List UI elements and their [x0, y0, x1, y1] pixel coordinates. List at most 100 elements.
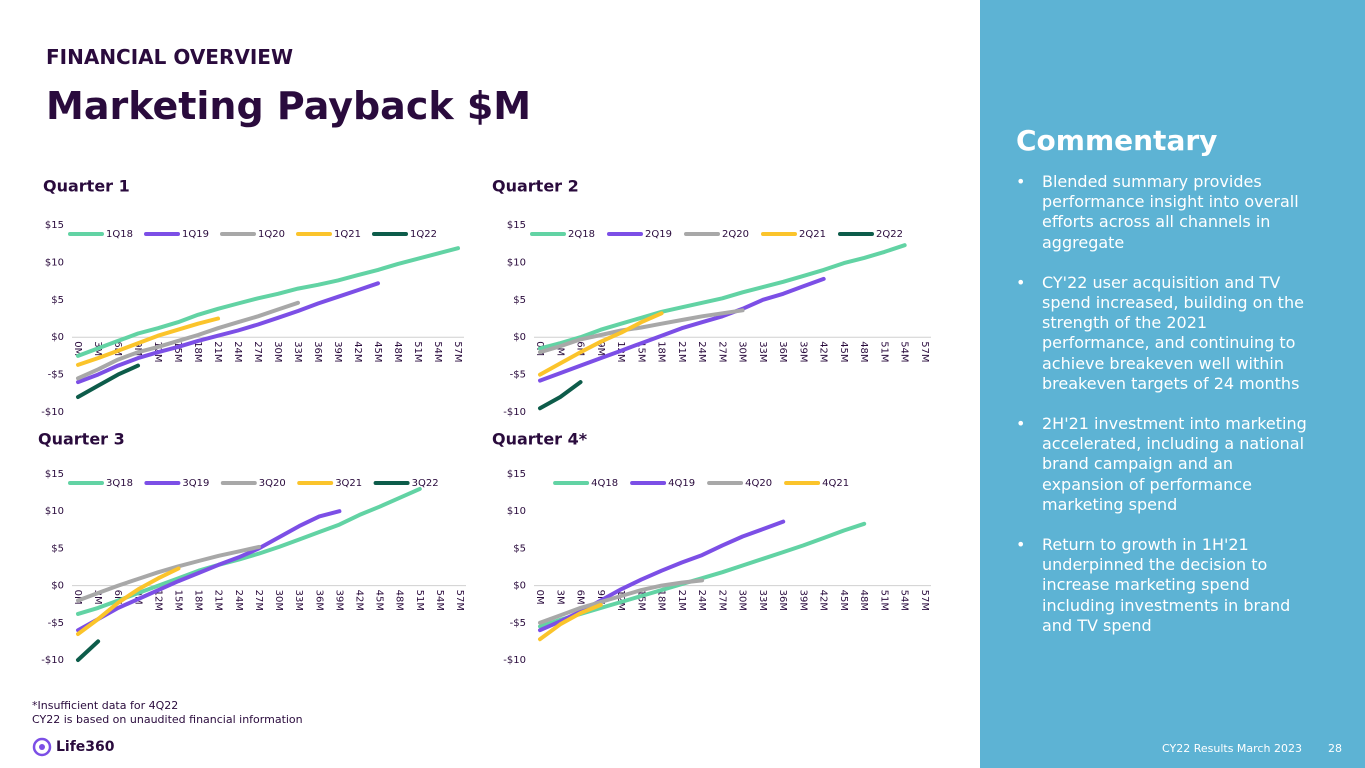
x-tick-label: 33M	[757, 341, 768, 362]
x-tick-label: 45M	[374, 590, 385, 611]
y-tick-label: -$5	[510, 618, 526, 629]
x-tick-label: 51M	[412, 341, 423, 362]
series-line	[76, 566, 181, 636]
x-tick-label: 48M	[858, 341, 869, 362]
x-tick-label: 3M	[554, 590, 565, 605]
legend-label: 4Q20	[745, 478, 772, 489]
x-tick-label: 54M	[434, 590, 445, 611]
x-tick-label: 9M	[595, 590, 606, 605]
x-tick-label: 48M	[392, 341, 403, 362]
commentary-list: Blended summary provides performance ins…	[1014, 172, 1314, 656]
x-tick-label: 21M	[676, 341, 687, 362]
y-tick-label: $5	[513, 295, 526, 306]
series-line	[76, 639, 101, 662]
legend-label: 2Q21	[799, 229, 826, 240]
logo-text: Life360	[56, 739, 115, 755]
x-tick-label: 24M	[232, 341, 243, 362]
y-tick-label: -$5	[48, 618, 64, 629]
legend-label: 4Q21	[822, 478, 849, 489]
legend-label: 3Q22	[412, 478, 439, 489]
x-tick-label: 15M	[173, 590, 184, 611]
x-tick-label: 42M	[818, 590, 829, 611]
x-tick-label: 42M	[353, 590, 364, 611]
x-tick-label: 33M	[757, 590, 768, 611]
x-tick-label: 39M	[332, 341, 343, 362]
series-line	[538, 578, 705, 625]
x-tick-label: 39M	[797, 590, 808, 611]
x-tick-label: 15M	[172, 341, 183, 362]
series-line	[76, 281, 380, 385]
x-tick-label: 30M	[272, 341, 283, 362]
page-number: 28	[1328, 742, 1342, 755]
legend-label: 4Q18	[591, 478, 618, 489]
commentary-panel: Commentary Blended summary provides perf…	[980, 0, 1365, 768]
legend-label: 1Q18	[106, 229, 133, 240]
y-tick-label: $0	[513, 332, 526, 343]
legend-label: 2Q20	[722, 229, 749, 240]
legend-label: 1Q22	[410, 229, 437, 240]
x-tick-label: 30M	[737, 590, 748, 611]
x-tick-label: 24M	[696, 341, 707, 362]
y-tick-label: $5	[513, 543, 526, 554]
x-tick-label: 3M	[92, 590, 103, 605]
x-tick-label: 6M	[575, 341, 586, 356]
x-tick-label: 15M	[635, 341, 646, 362]
y-tick-label: -$10	[41, 655, 64, 666]
x-tick-label: 24M	[233, 590, 244, 611]
x-tick-label: 21M	[212, 341, 223, 362]
legend-label: 2Q19	[645, 229, 672, 240]
y-tick-label: -$10	[503, 655, 526, 666]
bullet: CY'22 user acquisition and TV spend incr…	[1014, 273, 1314, 394]
x-tick-label: 57M	[919, 590, 930, 611]
y-tick-label: -$5	[48, 370, 64, 381]
y-tick-label: $5	[51, 295, 64, 306]
x-tick-label: 45M	[372, 341, 383, 362]
y-tick-label: -$10	[41, 407, 64, 418]
x-tick-label: 0M	[534, 590, 545, 605]
chart-title: Quarter 2	[492, 177, 579, 196]
x-tick-label: 24M	[696, 590, 707, 611]
y-tick-label: $15	[45, 469, 64, 480]
bullet: Blended summary provides performance ins…	[1014, 172, 1314, 253]
x-tick-label: 36M	[777, 341, 788, 362]
x-tick-label: 39M	[797, 341, 808, 362]
y-tick-label: $10	[507, 506, 526, 517]
x-tick-label: 42M	[818, 341, 829, 362]
x-tick-label: 51M	[878, 341, 889, 362]
series-line	[76, 509, 342, 633]
series-line	[76, 544, 261, 603]
footnote: *Insufficient data for 4Q22	[32, 699, 179, 712]
series-line	[76, 246, 460, 358]
y-tick-label: $10	[45, 506, 64, 517]
y-tick-label: $10	[45, 257, 64, 268]
x-tick-label: 42M	[352, 341, 363, 362]
y-tick-label: -$5	[510, 370, 526, 381]
x-tick-label: 54M	[432, 341, 443, 362]
legend-label: 1Q20	[258, 229, 285, 240]
y-tick-label: $15	[45, 220, 64, 231]
x-tick-label: 9M	[595, 341, 606, 356]
x-tick-label: 21M	[676, 590, 687, 611]
x-tick-label: 3M	[554, 341, 565, 356]
section-label: FINANCIAL OVERVIEW	[46, 45, 294, 69]
x-tick-label: 12M	[152, 590, 163, 611]
y-tick-label: $15	[507, 220, 526, 231]
x-tick-label: 6M	[112, 341, 123, 356]
legend-label: 2Q22	[876, 229, 903, 240]
x-tick-label: 54M	[899, 590, 910, 611]
x-tick-label: 39M	[333, 590, 344, 611]
legend-label: 3Q19	[182, 478, 209, 489]
slide-title: Marketing Payback $M	[46, 84, 532, 128]
legend-label: 4Q19	[668, 478, 695, 489]
x-tick-label: 27M	[716, 341, 727, 362]
series-line	[538, 521, 867, 629]
series-line	[538, 276, 826, 383]
x-tick-label: 36M	[777, 590, 788, 611]
x-tick-label: 33M	[293, 590, 304, 611]
x-tick-label: 57M	[452, 341, 463, 362]
x-tick-label: 51M	[878, 590, 889, 611]
commentary-title: Commentary	[1016, 124, 1218, 157]
x-tick-label: 36M	[312, 341, 323, 362]
y-tick-label: $0	[513, 581, 526, 592]
